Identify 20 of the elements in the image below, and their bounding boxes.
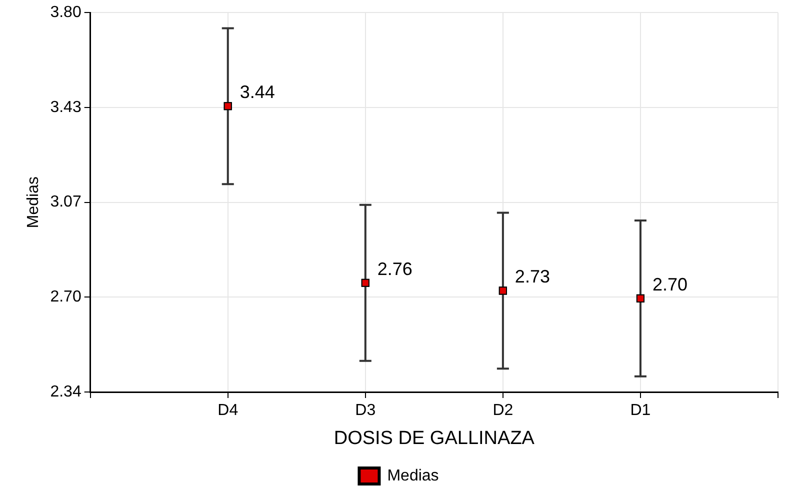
y-tick-label: 3.07 xyxy=(50,194,82,211)
x-axis-title: DOSIS DE GALLINAZA xyxy=(334,428,535,449)
y-tick-label: 2.70 xyxy=(50,288,82,306)
x-tick-label: D4 xyxy=(218,402,238,420)
y-axis-title: Medias xyxy=(25,176,42,228)
x-tick-label: D1 xyxy=(630,402,651,420)
data-label: 2.73 xyxy=(514,266,550,287)
data-label: 3.44 xyxy=(240,82,275,102)
data-label: 2.70 xyxy=(652,274,688,294)
y-tick-label: 2.34 xyxy=(50,383,82,400)
data-label: 2.76 xyxy=(377,258,412,279)
y-tick-label: 3.80 xyxy=(50,4,82,22)
point xyxy=(361,278,370,287)
legend-label: Medias xyxy=(387,467,439,484)
point xyxy=(636,294,645,302)
point xyxy=(498,286,507,295)
x-tick-label: D2 xyxy=(492,402,514,420)
x-tick-label: D3 xyxy=(355,402,376,420)
point xyxy=(224,102,232,110)
y-tick-label: 3.43 xyxy=(50,98,82,116)
